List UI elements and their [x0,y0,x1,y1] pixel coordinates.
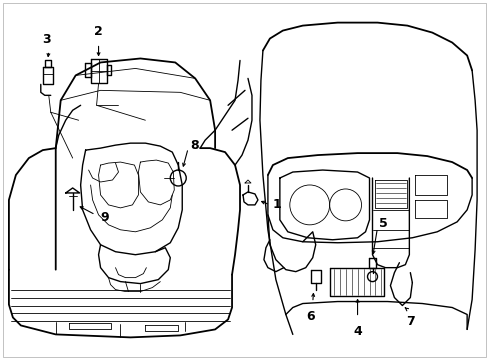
Text: 7: 7 [405,315,414,328]
Text: 6: 6 [306,310,314,324]
Text: 9: 9 [101,211,109,224]
Text: 2: 2 [94,24,103,37]
Text: 4: 4 [352,325,361,338]
Text: 5: 5 [379,217,387,230]
Text: 1: 1 [272,198,281,211]
Text: 3: 3 [42,32,51,45]
Text: 8: 8 [190,139,199,152]
